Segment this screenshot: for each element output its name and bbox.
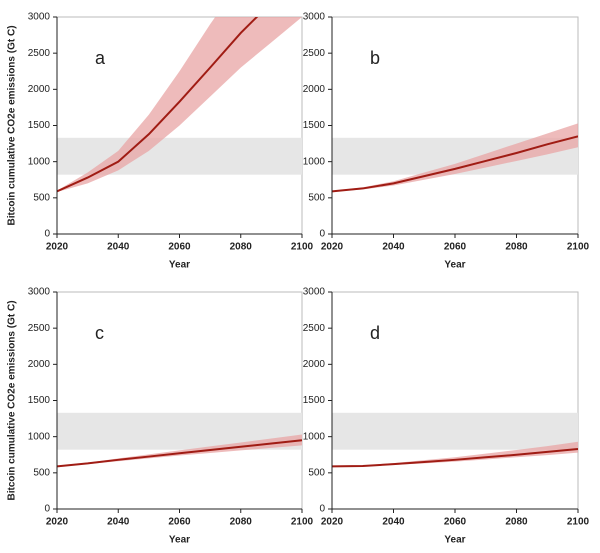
panel: 0 500 1000 1500 2000 2500 3000 2020 2040 2060 2080… xyxy=(7,287,314,546)
reference-range xyxy=(332,412,578,450)
x-tick-label: 2020 xyxy=(321,242,344,253)
y-tick-label: 1500 xyxy=(28,395,51,406)
x-tick-label: 2020 xyxy=(46,517,69,528)
panel-label: c xyxy=(95,323,104,343)
panel-label: b xyxy=(370,48,380,68)
y-tick-label: 500 xyxy=(308,467,325,478)
line xyxy=(57,439,302,468)
y-axis-label: Bitcoin cumulative CO2e emissions (Gt C) xyxy=(7,300,18,500)
panel: 0 500 1000 1500 2000 2500 3000 2020 2040 2060 2080… xyxy=(303,12,590,271)
y-tick-label: 3000 xyxy=(28,12,51,23)
y-tick-label: 2000 xyxy=(28,84,51,95)
x-axis-label: Year xyxy=(444,260,465,271)
x-tick-label: 2100 xyxy=(567,242,590,253)
y-tick-label: 2500 xyxy=(28,48,51,59)
plot-frame xyxy=(331,16,579,235)
plot-frame xyxy=(56,291,303,510)
y-tick-label: 2500 xyxy=(303,323,326,334)
x-tick-label: 2100 xyxy=(567,517,590,528)
uncertainty-band xyxy=(57,434,302,467)
line xyxy=(332,447,578,468)
x-tick-label: 2040 xyxy=(107,517,130,528)
x-tick-label: 2040 xyxy=(382,242,405,253)
y-tick-label: 2500 xyxy=(303,48,326,59)
y-tick-label: 3000 xyxy=(28,287,51,298)
y-tick-label: 1500 xyxy=(28,120,51,131)
x-tick-label: 2020 xyxy=(46,242,69,253)
y-tick-label: 0 xyxy=(44,229,50,240)
x-tick-label: 2060 xyxy=(168,517,191,528)
panel: 0 500 1000 1500 2000 2500 3000 2020 2040 2060 2080… xyxy=(303,287,590,546)
y-tick-label: 1500 xyxy=(303,120,326,131)
x-tick-label: 2040 xyxy=(107,242,130,253)
y-tick-label: 500 xyxy=(308,192,325,203)
x-tick-label: 2060 xyxy=(168,242,191,253)
y-tick-label: 500 xyxy=(33,192,50,203)
y-tick-label: 1000 xyxy=(303,431,326,442)
y-tick-label: 500 xyxy=(33,467,50,478)
line xyxy=(57,17,259,193)
uncertainty-band xyxy=(57,17,302,193)
x-tick-label: 2080 xyxy=(505,517,528,528)
y-tick-label: 1000 xyxy=(303,156,326,167)
x-tick-label: 2100 xyxy=(291,242,314,253)
x-axis-label: Year xyxy=(169,260,190,271)
x-tick-label: 2040 xyxy=(382,517,405,528)
y-tick-label: 0 xyxy=(44,504,50,515)
line xyxy=(332,135,578,193)
y-tick-label: 1000 xyxy=(28,156,51,167)
y-tick-label: 2000 xyxy=(28,359,51,370)
x-tick-label: 2080 xyxy=(230,242,253,253)
y-tick-label: 3000 xyxy=(303,287,326,298)
x-tick-label: 2060 xyxy=(444,242,467,253)
y-tick-label: 1000 xyxy=(28,431,51,442)
y-tick-label: 2500 xyxy=(28,323,51,334)
panel-label: a xyxy=(95,48,106,68)
panel: 0 500 1000 1500 2000 2500 3000 2020 2040 2060 2080… xyxy=(7,12,314,271)
x-tick-label: 2080 xyxy=(505,242,528,253)
y-tick-label: 1500 xyxy=(303,395,326,406)
y-tick-label: 0 xyxy=(319,504,325,515)
plot-frame xyxy=(331,291,579,510)
panel-label: d xyxy=(370,323,380,343)
y-tick-label: 2000 xyxy=(303,84,326,95)
x-axis-label: Year xyxy=(169,535,190,546)
x-tick-label: 2020 xyxy=(321,517,344,528)
x-tick-label: 2100 xyxy=(291,517,314,528)
y-tick-label: 0 xyxy=(319,229,325,240)
x-tick-label: 2060 xyxy=(444,517,467,528)
x-tick-label: 2080 xyxy=(230,517,253,528)
x-axis-label: Year xyxy=(444,535,465,546)
y-tick-label: 3000 xyxy=(303,12,326,23)
y-tick-label: 2000 xyxy=(303,359,326,370)
y-axis-label: Bitcoin cumulative CO2e emissions (Gt C) xyxy=(7,25,18,225)
uncertainty-band xyxy=(332,123,578,192)
